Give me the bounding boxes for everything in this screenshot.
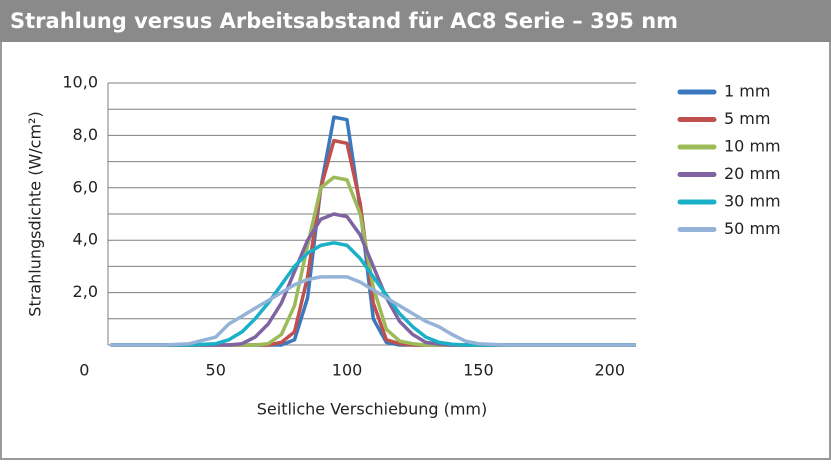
y-tick-label: 6,0	[73, 177, 98, 196]
x-tick-label: 150	[463, 361, 494, 380]
y-tick-label: 10,0	[62, 73, 98, 92]
legend-label: 1 mm	[724, 82, 770, 101]
y-tick-label: 4,0	[73, 230, 98, 249]
y-tick-label: 2,0	[73, 282, 98, 301]
legend-label: 50 mm	[724, 219, 781, 238]
chart-title: Strahlung versus Arbeitsabstand für AC8 …	[10, 9, 678, 33]
legend-label: 5 mm	[724, 109, 770, 128]
x-tick-label: 200	[594, 361, 625, 380]
x-tick-label: 100	[332, 361, 363, 380]
y-tick-label: 8,0	[73, 125, 98, 144]
x-axis-title: Seitliche Verschiebung (mm)	[257, 400, 488, 419]
y-axis-title: Strahlungsdichte (W/cm²)	[26, 111, 45, 316]
x-tick-label: 0	[79, 361, 89, 380]
legend-label: 20 mm	[724, 164, 781, 183]
x-tick-label: 50	[206, 361, 226, 380]
title-bar	[0, 0, 831, 42]
series-line	[110, 275, 636, 347]
legend-label: 10 mm	[724, 137, 781, 156]
legend-label: 30 mm	[724, 192, 781, 211]
